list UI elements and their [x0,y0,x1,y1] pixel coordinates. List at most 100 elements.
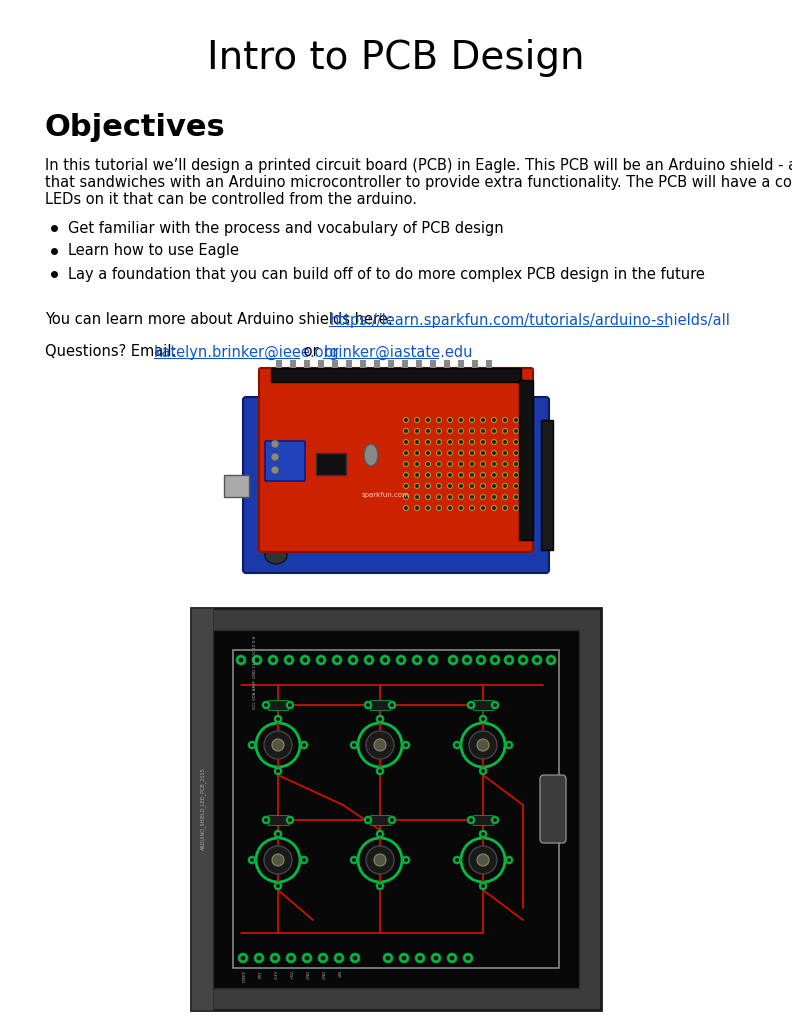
Circle shape [276,717,280,721]
Circle shape [479,767,487,775]
Circle shape [256,723,300,767]
Circle shape [502,483,508,488]
Circle shape [504,419,506,421]
Bar [268,700,288,710]
Circle shape [431,953,441,963]
Circle shape [274,830,282,838]
Circle shape [535,657,539,663]
Bar [370,815,390,825]
Circle shape [425,495,431,500]
Bar [473,815,493,825]
Circle shape [332,655,342,665]
Circle shape [262,816,270,824]
Circle shape [414,451,420,456]
Circle shape [447,506,452,511]
Circle shape [436,495,441,500]
Circle shape [470,452,473,455]
Circle shape [428,655,438,665]
Circle shape [238,657,243,663]
Circle shape [450,955,455,961]
Circle shape [492,428,497,433]
Circle shape [459,418,463,423]
Text: RST: RST [259,970,263,978]
Circle shape [287,657,291,663]
Circle shape [449,507,451,509]
Circle shape [403,462,409,467]
Circle shape [504,452,506,455]
Circle shape [482,507,484,509]
Circle shape [462,655,472,665]
Circle shape [470,472,474,477]
Circle shape [477,854,489,866]
Circle shape [515,463,517,465]
Circle shape [470,439,474,444]
Circle shape [272,955,277,961]
Circle shape [427,440,429,443]
Circle shape [334,657,340,663]
Circle shape [515,452,517,455]
Circle shape [405,440,407,443]
Circle shape [467,701,475,709]
Circle shape [505,741,513,749]
Circle shape [482,474,484,476]
Circle shape [264,731,292,759]
Circle shape [416,484,418,487]
Circle shape [469,731,497,759]
Circle shape [383,953,393,963]
FancyBboxPatch shape [259,368,533,552]
Circle shape [352,955,357,961]
Circle shape [270,953,280,963]
Circle shape [416,507,418,509]
Circle shape [549,657,554,663]
Circle shape [405,474,407,476]
Circle shape [493,703,497,707]
Circle shape [470,430,473,432]
Circle shape [425,472,431,477]
Circle shape [405,419,407,421]
Circle shape [403,472,409,477]
Circle shape [470,462,474,467]
Circle shape [460,440,463,443]
Circle shape [470,428,474,433]
Circle shape [453,741,461,749]
Circle shape [405,484,407,487]
Circle shape [412,655,422,665]
Circle shape [493,507,495,509]
Circle shape [250,858,254,862]
Circle shape [482,452,484,455]
Circle shape [416,419,418,421]
Circle shape [414,506,420,511]
Circle shape [288,955,294,961]
Circle shape [513,462,519,467]
Circle shape [436,483,441,488]
Circle shape [493,430,495,432]
Circle shape [416,496,418,499]
Circle shape [366,731,394,759]
Circle shape [520,657,526,663]
Circle shape [436,472,441,477]
Circle shape [481,418,485,423]
Circle shape [351,657,356,663]
Circle shape [374,854,386,866]
Circle shape [449,440,451,443]
Circle shape [447,418,452,423]
Circle shape [459,483,463,488]
Bar [519,380,533,540]
Circle shape [438,484,440,487]
Circle shape [414,495,420,500]
Bar [191,608,213,1010]
Circle shape [276,884,280,888]
Circle shape [304,955,310,961]
Circle shape [504,440,506,443]
Circle shape [493,474,495,476]
Circle shape [248,856,256,864]
Circle shape [386,955,390,961]
Circle shape [405,430,407,432]
Circle shape [252,655,262,665]
Circle shape [502,428,508,433]
Text: Get familiar with the process and vocabulary of PCB design: Get familiar with the process and vocabu… [68,220,504,236]
Bar [290,360,296,368]
Circle shape [436,462,441,467]
Circle shape [271,466,279,474]
Circle shape [383,657,387,663]
